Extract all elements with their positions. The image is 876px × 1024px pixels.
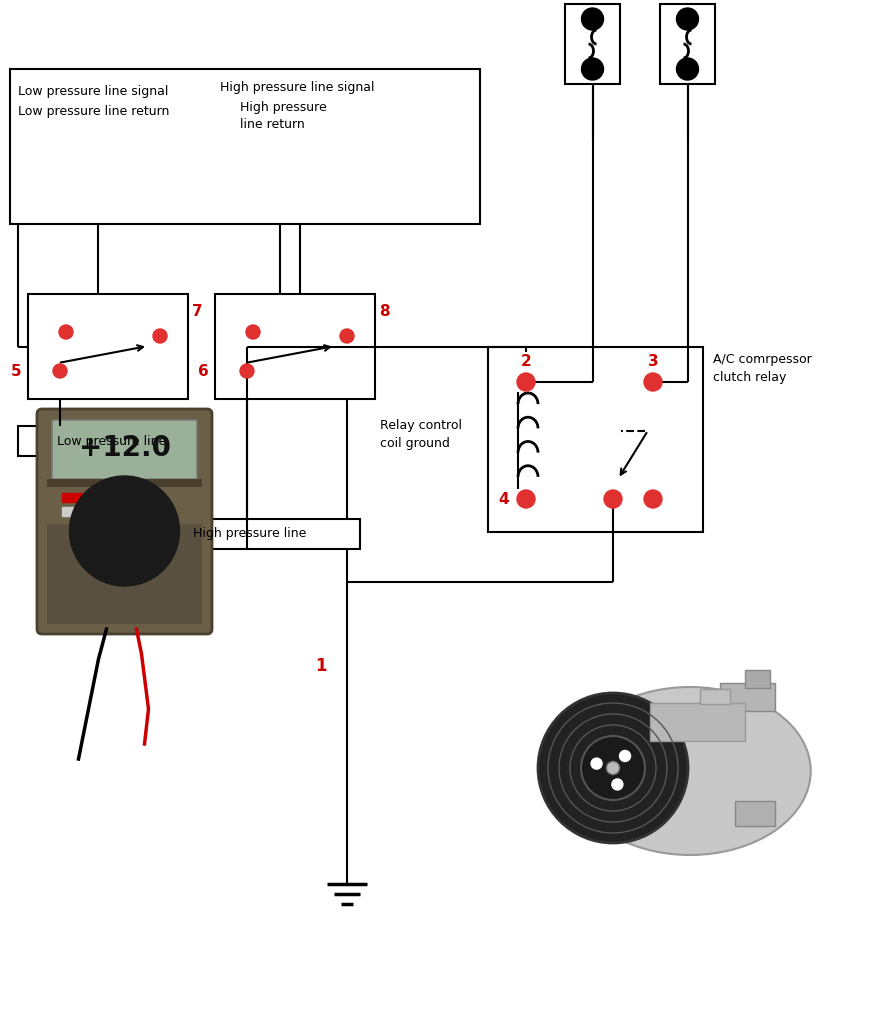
Text: clutch relay: clutch relay <box>713 371 787 384</box>
Circle shape <box>246 325 260 339</box>
Circle shape <box>644 490 662 508</box>
Text: 1: 1 <box>315 657 327 675</box>
Bar <box>745 670 770 688</box>
Text: coil ground: coil ground <box>380 437 450 451</box>
Circle shape <box>606 762 619 774</box>
Text: +12.0: +12.0 <box>79 433 171 462</box>
Text: 5: 5 <box>11 364 22 379</box>
Text: line return: line return <box>240 119 305 131</box>
Circle shape <box>53 364 67 378</box>
Text: Low pressure line return: Low pressure line return <box>18 104 169 118</box>
Text: High pressure: High pressure <box>240 100 327 114</box>
Circle shape <box>517 373 535 391</box>
Bar <box>650 703 745 741</box>
Text: High pressure line: High pressure line <box>194 527 307 541</box>
Text: A/C comrpessor: A/C comrpessor <box>713 352 812 366</box>
Text: volts: volts <box>93 497 111 506</box>
Bar <box>720 683 775 711</box>
Circle shape <box>582 8 604 30</box>
Bar <box>735 801 775 826</box>
Circle shape <box>69 476 180 586</box>
Bar <box>47 524 202 624</box>
Text: 3: 3 <box>647 354 658 370</box>
Text: 2: 2 <box>520 354 532 370</box>
Circle shape <box>676 58 698 80</box>
Bar <box>700 689 730 705</box>
Bar <box>132 493 162 502</box>
Bar <box>62 507 100 516</box>
Text: Low pressure line signal: Low pressure line signal <box>18 85 168 97</box>
Text: High pressure line signal: High pressure line signal <box>220 81 375 93</box>
Circle shape <box>581 736 645 800</box>
Circle shape <box>340 329 354 343</box>
Circle shape <box>153 329 167 343</box>
Circle shape <box>240 364 254 378</box>
Bar <box>107 507 145 516</box>
Circle shape <box>612 779 623 790</box>
Text: 8: 8 <box>379 304 390 319</box>
Circle shape <box>59 325 73 339</box>
Bar <box>97 493 127 502</box>
Circle shape <box>517 490 535 508</box>
Text: Relay control: Relay control <box>380 420 462 432</box>
Bar <box>62 493 92 502</box>
Text: 6: 6 <box>198 364 208 379</box>
Ellipse shape <box>569 687 811 855</box>
Circle shape <box>676 8 698 30</box>
Circle shape <box>538 693 688 843</box>
Circle shape <box>619 751 631 762</box>
Circle shape <box>644 373 662 391</box>
Text: off: off <box>104 509 115 517</box>
Circle shape <box>591 758 602 769</box>
Text: Low pressure line: Low pressure line <box>57 434 166 447</box>
Text: 4: 4 <box>498 492 509 507</box>
Circle shape <box>582 58 604 80</box>
Bar <box>47 479 202 487</box>
FancyBboxPatch shape <box>52 420 197 479</box>
Circle shape <box>604 490 622 508</box>
Text: 7: 7 <box>192 304 202 319</box>
FancyBboxPatch shape <box>37 409 212 634</box>
